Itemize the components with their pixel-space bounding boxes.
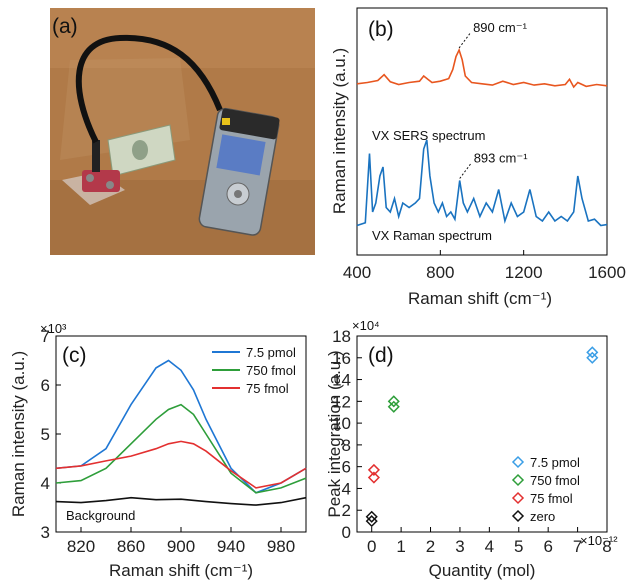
fiber-cable-icon bbox=[75, 34, 223, 144]
panel-c-xtick-label: 980 bbox=[267, 537, 295, 556]
sers-series-label: VX SERS spectrum bbox=[372, 128, 485, 143]
panel-c-ytick-label: 3 bbox=[41, 523, 50, 542]
panel-b-axes bbox=[356, 7, 608, 256]
panel-d-xtick-label: 8 bbox=[602, 537, 611, 556]
panel-d-xtick-label: 7 bbox=[573, 537, 582, 556]
panel-d-axes bbox=[356, 335, 608, 533]
panel-d-legend-label: 7.5 pmol bbox=[530, 455, 580, 470]
raman-peak-leader bbox=[459, 162, 473, 179]
panel-d-xtick-label: 1 bbox=[396, 537, 405, 556]
sers-peak-annotation: 890 cm⁻¹ bbox=[473, 20, 527, 35]
panel-d-ytick-label: 16 bbox=[332, 349, 351, 368]
panel-d-legend-marker bbox=[511, 509, 525, 523]
panel-d-legend-marker bbox=[511, 455, 525, 469]
panel-d-legend-marker bbox=[511, 491, 525, 505]
panel-a: (a) bbox=[50, 8, 315, 255]
panel-d-ytick-label: 10 bbox=[332, 414, 351, 433]
panel-d-point bbox=[367, 463, 380, 476]
panel-b-xtick-label: 400 bbox=[343, 263, 371, 282]
panel-d-legend-label: 75 fmol bbox=[530, 491, 573, 506]
panel-d-xtick-label: 5 bbox=[514, 537, 523, 556]
panel-d-ytick-label: 14 bbox=[332, 371, 351, 390]
panel-b: (b) 400 800 1200 1600 890 cm⁻¹ 893 cm⁻¹ VX … bbox=[330, 7, 626, 308]
panel-c-y-multiplier: ×10³ bbox=[40, 321, 67, 336]
probe-stand-icon bbox=[82, 140, 120, 192]
panel-b-xtick-label: 1200 bbox=[505, 263, 543, 282]
panel-d-ytick-label: 18 bbox=[332, 327, 351, 346]
panel-d-ytick-label: 0 bbox=[342, 523, 351, 542]
panel-c-ytick-label: 7 bbox=[41, 327, 50, 346]
raman-peak-annotation: 893 cm⁻¹ bbox=[474, 151, 528, 166]
panel-c-ytick-label: 5 bbox=[41, 425, 50, 444]
panel-c-xtick-label: 940 bbox=[217, 537, 245, 556]
panel-d-ylabel: Peak integration (a.u.) bbox=[325, 350, 344, 517]
panel-b-xlabel: Raman shift (cm⁻¹) bbox=[408, 289, 552, 308]
panel-d-point bbox=[367, 471, 380, 484]
panel-d-point bbox=[387, 395, 400, 408]
panel-d-xtick-label: 6 bbox=[543, 537, 552, 556]
panel-c-label: (c) bbox=[62, 344, 87, 367]
panel-a-label: (a) bbox=[52, 15, 78, 38]
panel-d-ytick-label: 2 bbox=[342, 501, 351, 520]
panel-d-ytick-label: 4 bbox=[342, 479, 351, 498]
panel-d-ytick-label: 6 bbox=[342, 458, 351, 477]
panel-c-series-line bbox=[55, 440, 307, 489]
panel-c-xtick-label: 820 bbox=[67, 537, 95, 556]
panel-c-legend-label: 75 fmol bbox=[246, 381, 289, 396]
raman-series-label: VX Raman spectrum bbox=[372, 228, 492, 243]
panel-d-label: (d) bbox=[368, 344, 394, 367]
panel-d-legend-label: 750 fmol bbox=[530, 473, 580, 488]
panel-b-xtick-label: 1600 bbox=[588, 263, 626, 282]
raman-spectrum-line bbox=[356, 139, 608, 227]
panel-d-xtick-label: 3 bbox=[455, 537, 464, 556]
panel-c-xtick-label: 860 bbox=[117, 537, 145, 556]
panel-c-legend-label: 7.5 pmol bbox=[246, 345, 296, 360]
spectrometer-icon bbox=[198, 107, 280, 236]
panel-d-point bbox=[586, 346, 599, 359]
panel-d-ytick-label: 8 bbox=[342, 436, 351, 455]
panel-d-x-multiplier: ×10⁻¹² bbox=[580, 533, 618, 548]
sers-spectrum-line bbox=[356, 47, 608, 89]
panel-d-point bbox=[586, 351, 599, 364]
panel-b-xtick-label: 800 bbox=[426, 263, 454, 282]
panel-c-xtick-label: 900 bbox=[167, 537, 195, 556]
panel-d-ytick-label: 12 bbox=[332, 392, 351, 411]
panel-d-point bbox=[387, 400, 400, 413]
background-label: Background bbox=[66, 508, 135, 523]
sers-peak-leader bbox=[458, 31, 472, 49]
panel-c-legend-label: 750 fmol bbox=[246, 363, 296, 378]
panel-d-xtick-label: 4 bbox=[485, 537, 494, 556]
panel-d-xlabel: Quantity (mol) bbox=[429, 561, 536, 580]
panel-c-series-line bbox=[55, 403, 307, 494]
panel-d-legend-marker bbox=[511, 473, 525, 487]
panel-b-ylabel: Raman intensity (a.u.) bbox=[330, 48, 349, 214]
panel-c-xlabel: Raman shift (cm⁻¹) bbox=[109, 561, 253, 580]
panel-d-legend: 7.5 pmol 750 fmol 75 fmol zero bbox=[511, 455, 580, 524]
panel-d-xtick-label: 0 bbox=[367, 537, 376, 556]
dollar-bill-icon bbox=[107, 124, 176, 177]
panel-b-label: (b) bbox=[368, 18, 394, 41]
panel-c-ylabel: Raman intensity (a.u.) bbox=[9, 351, 28, 517]
panel-d-legend-label: zero bbox=[530, 509, 555, 524]
panel-d-point bbox=[365, 510, 378, 523]
panel-c-legend: 7.5 pmol 750 fmol 75 fmol bbox=[207, 340, 303, 400]
panel-c-ytick-label: 4 bbox=[41, 474, 50, 493]
panel-c-series-line bbox=[55, 496, 307, 506]
panel-d-xtick-label: 2 bbox=[426, 537, 435, 556]
panel-c-ytick-label: 6 bbox=[41, 376, 50, 395]
panel-d-y-multiplier: ×10⁴ bbox=[352, 318, 380, 333]
